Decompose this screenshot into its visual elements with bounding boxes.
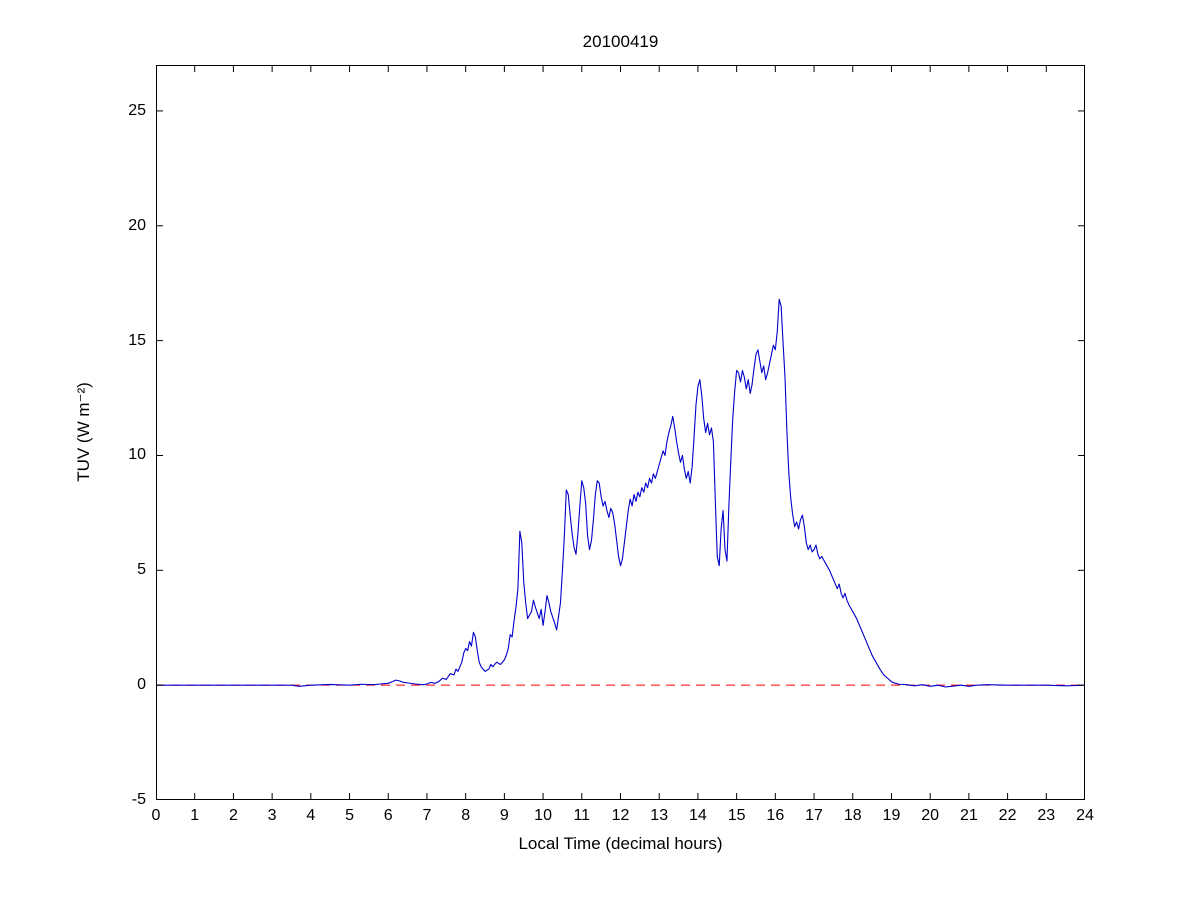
x-tick-label: 13	[650, 807, 669, 824]
x-axis-label: Local Time (decimal hours)	[518, 834, 723, 853]
x-tick-label: 12	[611, 807, 630, 824]
y-tick-label: 0	[137, 676, 146, 694]
chart-title: 20100419	[582, 32, 659, 51]
y-tick-label: 5	[137, 561, 146, 579]
x-tick-label: 17	[805, 807, 823, 824]
x-tick-label: 8	[461, 807, 471, 824]
y-tick-label: 25	[128, 101, 146, 119]
x-tick-label: 15	[727, 807, 746, 824]
x-tick-label: 4	[306, 807, 316, 824]
x-tick-label: 21	[959, 807, 978, 824]
x-tick-label: 3	[267, 807, 277, 824]
x-tick-label: 0	[151, 807, 161, 824]
y-tick-label: 10	[128, 446, 146, 464]
x-tick-label: 22	[998, 807, 1017, 824]
x-tick-label: 19	[882, 807, 901, 824]
x-tick-label: 20	[921, 807, 940, 824]
y-tick-label: 20	[128, 216, 146, 234]
x-tick-label: 7	[422, 807, 432, 824]
x-tick-label: 23	[1037, 807, 1056, 824]
x-tick-label: 2	[228, 807, 238, 824]
x-tick-label: 6	[383, 807, 393, 824]
x-tick-label: 1	[190, 807, 200, 824]
plot-area	[156, 65, 1085, 800]
x-tick-label: 14	[689, 807, 707, 824]
axis-box	[156, 65, 1085, 800]
plot-canvas	[156, 65, 1085, 800]
x-tick-label: 9	[499, 807, 509, 824]
x-tick-label: 24	[1076, 807, 1094, 824]
x-tick-label: 10	[534, 807, 552, 824]
x-tick-label: 18	[843, 807, 862, 824]
y-axis-label: TUV (W m⁻²)	[74, 382, 93, 482]
y-tick-label: -5	[131, 791, 146, 808]
x-tick-label: 11	[573, 807, 591, 824]
x-tick-label: 16	[766, 807, 785, 824]
data-line-tuv	[156, 298, 1085, 688]
y-tick-label: 15	[128, 331, 146, 349]
x-tick-label: 5	[345, 807, 354, 824]
